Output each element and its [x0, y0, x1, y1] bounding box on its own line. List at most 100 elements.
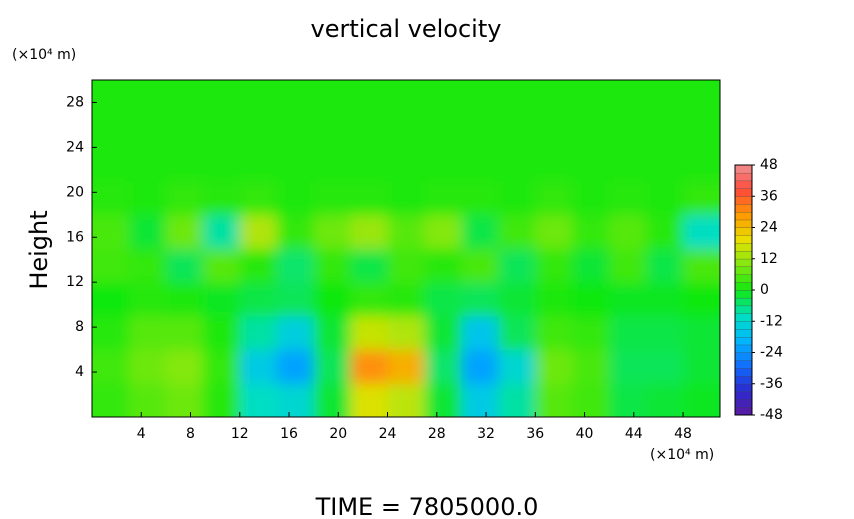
cell: [461, 113, 499, 148]
cell: [424, 80, 462, 115]
cell: [350, 80, 389, 115]
cell: [239, 80, 278, 115]
cell: [239, 214, 278, 249]
cell: [128, 80, 167, 115]
colorbar-band: [734, 383, 753, 393]
cell: [202, 147, 241, 182]
cell: [609, 113, 647, 148]
cell: [424, 181, 462, 216]
cell: [535, 147, 573, 182]
colorbar-band: [734, 219, 753, 228]
colorbar-tick-label: 48: [760, 157, 778, 173]
cell: [313, 248, 352, 283]
cell: [202, 282, 241, 317]
x-tick-label: 36: [526, 426, 544, 442]
y-unit: (×10⁴ m): [12, 47, 76, 63]
cell: [572, 214, 610, 249]
cell: [239, 248, 278, 283]
cell: [572, 349, 610, 384]
colorbar-band: [734, 172, 753, 182]
cell: [92, 248, 130, 283]
cell: [535, 80, 573, 115]
y-tick-label: 12: [66, 274, 84, 290]
cell: [498, 113, 536, 148]
cell: [424, 248, 462, 283]
cell: [276, 113, 315, 148]
cell: [609, 147, 647, 182]
colorbar-band: [734, 399, 753, 408]
cell: [276, 147, 315, 182]
cell: [350, 181, 389, 216]
colorbar-band: [734, 352, 753, 361]
cell: [683, 315, 720, 351]
cell: [239, 282, 278, 317]
colorbar-band: [734, 250, 753, 260]
cell: [92, 181, 130, 216]
colorbar-tick-label: 24: [760, 220, 778, 236]
cell: [202, 315, 241, 351]
cell: [92, 383, 130, 417]
cell: [387, 80, 425, 115]
cell: [572, 113, 610, 148]
cell: [535, 113, 573, 148]
cell: [313, 349, 352, 384]
cell: [202, 181, 241, 216]
x-tick-label: 40: [576, 426, 594, 442]
cell: [239, 315, 278, 351]
x-tick-label: 8: [186, 426, 195, 442]
cell: [350, 315, 389, 351]
x-tick-label: 48: [674, 426, 692, 442]
cell: [202, 113, 241, 148]
colorbar-band: [734, 242, 753, 252]
cell: [461, 214, 499, 249]
x-tick-label: 28: [428, 426, 446, 442]
cell: [165, 383, 204, 417]
cell: [646, 147, 684, 182]
x-tick-label: 32: [477, 426, 495, 442]
colorbar-band: [734, 188, 753, 197]
cell: [387, 147, 425, 182]
colorbar-band: [734, 313, 753, 322]
colorbar-band: [734, 321, 753, 330]
plot-area: [92, 80, 720, 417]
cell: [350, 113, 389, 148]
cell: [276, 214, 315, 249]
cell: [350, 349, 389, 384]
cell: [128, 214, 167, 249]
cell: [165, 315, 204, 351]
cell: [239, 349, 278, 384]
cell: [683, 349, 720, 384]
cell: [276, 383, 315, 417]
cell: [498, 181, 536, 216]
cell: [239, 147, 278, 182]
cell: [387, 282, 425, 317]
cell: [683, 147, 720, 182]
plot-frame: [91, 79, 721, 418]
x-tick-label: 44: [625, 426, 643, 442]
colorbar-band: [734, 282, 753, 291]
cell: [498, 248, 536, 283]
cell: [572, 315, 610, 351]
cell: [461, 383, 499, 417]
cell: [92, 113, 130, 148]
cell: [535, 383, 573, 417]
cell: [165, 181, 204, 216]
cell: [165, 349, 204, 384]
cell: [609, 282, 647, 317]
cell: [202, 383, 241, 417]
cell: [461, 349, 499, 384]
cell: [92, 282, 130, 317]
cell: [535, 248, 573, 283]
colorbar-tick-label: 36: [760, 188, 778, 204]
cell: [683, 383, 720, 417]
cell: [646, 214, 684, 249]
y-tick-label: 20: [66, 184, 84, 200]
cell: [461, 282, 499, 317]
x-tick-label: 20: [329, 426, 347, 442]
cell: [276, 282, 315, 317]
colorbar-band: [734, 227, 753, 236]
cell: [350, 383, 389, 417]
cell: [461, 248, 499, 283]
cell: [572, 383, 610, 417]
